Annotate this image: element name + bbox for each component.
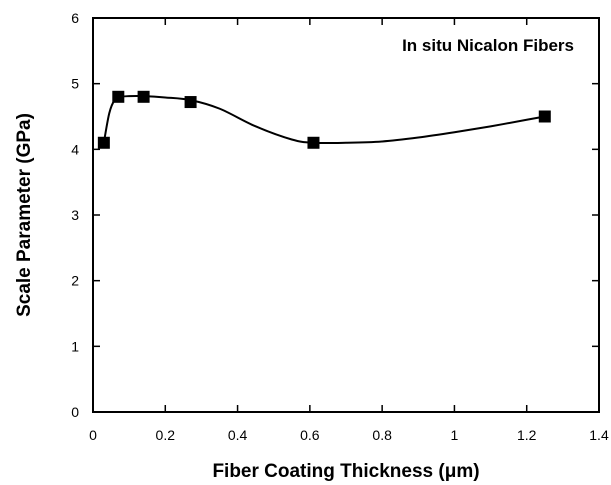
data-markers	[97, 90, 551, 149]
plot-frame	[92, 17, 600, 413]
y-axis-title: Scale Parameter (GPa)	[14, 113, 35, 317]
y-tick-label: 5	[71, 76, 79, 92]
x-tick-label: 0.4	[228, 427, 248, 443]
x-tick-label: 1	[451, 427, 459, 443]
x-tick-label: 1.4	[589, 427, 609, 443]
x-tick-label: 0.8	[372, 427, 392, 443]
data-point-marker	[184, 96, 197, 109]
data-point-marker	[97, 136, 110, 149]
x-axis-ticks: 0 0.2 0.4 0.6 0.8 1 1.2 1.4	[89, 18, 609, 443]
fit-curve-line	[102, 95, 545, 145]
x-tick-label: 1.2	[517, 427, 537, 443]
x-tick-label: 0	[89, 427, 97, 443]
y-axis-ticks: 0 1 2 3 4 5 6	[71, 10, 599, 420]
x-axis-title: Fiber Coating Thickness (μm)	[212, 461, 479, 482]
data-point-marker	[538, 110, 551, 123]
y-tick-label: 6	[71, 10, 79, 26]
y-tick-label: 3	[71, 207, 79, 223]
data-point-marker	[137, 90, 150, 103]
chart-annotation: In situ Nicalon Fibers	[402, 36, 574, 55]
x-tick-label: 0.6	[300, 427, 320, 443]
data-point-marker	[112, 90, 125, 103]
y-tick-label: 0	[71, 404, 79, 420]
y-tick-label: 1	[71, 338, 79, 354]
y-tick-label: 4	[71, 141, 79, 157]
data-point-marker	[307, 136, 320, 149]
x-tick-label: 0.2	[156, 427, 176, 443]
y-tick-label: 2	[71, 273, 79, 289]
